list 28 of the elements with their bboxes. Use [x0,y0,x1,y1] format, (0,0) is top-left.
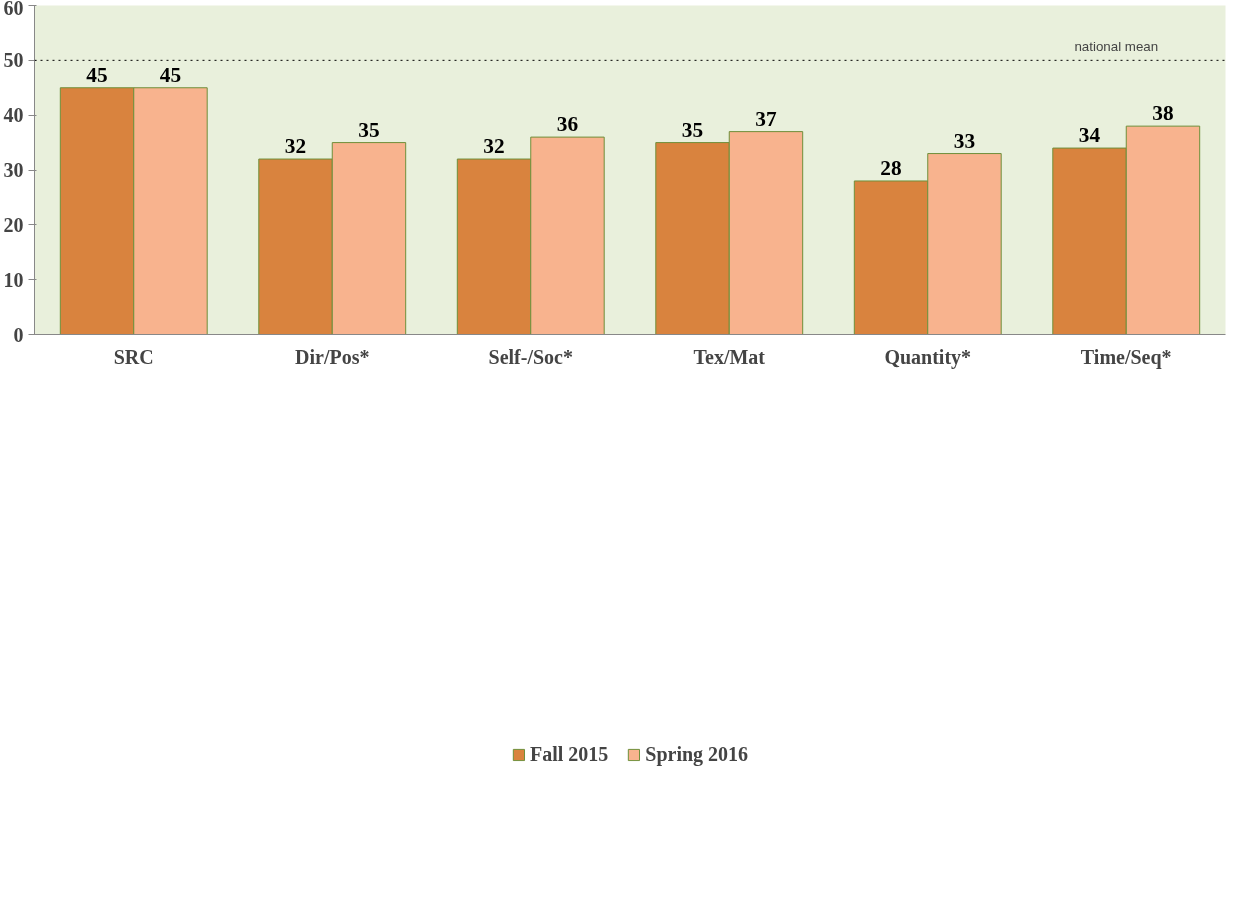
y-tick-label: 60 [3,0,24,19]
x-tick-label: Time/Seq* [1080,345,1172,369]
data-label: 33 [953,128,976,153]
data-label: 45 [159,62,182,87]
ref-line-label: national mean [1074,39,1159,55]
y-tick-label: 0 [13,323,24,346]
data-label: 35 [681,117,704,142]
y-tick-label: 20 [3,213,24,236]
y-tick-label: 10 [3,268,24,291]
data-label: 36 [556,112,579,137]
data-label: 34 [1078,123,1101,148]
x-tick-label: Quantity* [884,345,972,369]
data-label: 32 [483,134,505,159]
y-tick-label: 30 [3,159,24,181]
x-tick-label: SRC [113,345,154,368]
y-tick-label: 40 [3,104,24,127]
data-label: 32 [284,134,307,159]
data-label: 35 [358,117,380,142]
x-tick-label: Dir/Pos* [295,345,370,368]
y-tick-label: 50 [3,49,24,72]
legend-label: Spring 2016 [645,742,749,766]
legend-label: Fall 2015 [529,742,609,766]
data-label: 28 [880,155,902,180]
data-label: 38 [1152,101,1174,126]
x-tick-label: Tex/Mat [693,345,766,368]
x-tick-label: Self-/Soc* [488,345,573,368]
data-label: 45 [86,62,108,87]
data-label: 37 [755,106,777,131]
